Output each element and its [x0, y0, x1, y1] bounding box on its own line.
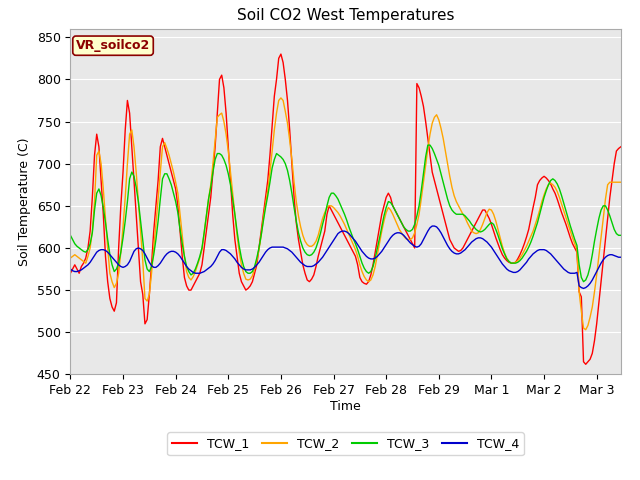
TCW_2	[454, 203, 462, 209]
TCW_4	[417, 241, 425, 247]
TCW_2	[67, 255, 74, 261]
TCW_2	[277, 95, 285, 101]
TCW_4	[505, 268, 513, 274]
TCW_1	[67, 270, 74, 276]
Legend: TCW_1, TCW_2, TCW_3, TCW_4: TCW_1, TCW_2, TCW_3, TCW_4	[167, 432, 524, 456]
TCW_1	[617, 144, 625, 150]
TCW_2	[77, 257, 85, 263]
TCW_4	[608, 252, 616, 258]
TCW_4	[428, 223, 436, 229]
TCW_1	[608, 178, 616, 183]
TCW_3	[231, 211, 239, 217]
TCW_1	[454, 249, 462, 254]
TCW_3	[67, 232, 74, 238]
TCW_3	[580, 279, 588, 285]
Y-axis label: Soil Temperature (C): Soil Temperature (C)	[18, 137, 31, 266]
TCW_4	[580, 286, 588, 291]
TCW_3	[454, 211, 462, 217]
TCW_3	[424, 142, 431, 148]
TCW_3	[77, 247, 85, 252]
TCW_2	[505, 259, 513, 264]
TCW_4	[617, 254, 625, 260]
TCW_1	[505, 259, 513, 265]
Line: TCW_1: TCW_1	[70, 54, 621, 364]
TCW_4	[231, 256, 239, 262]
TCW_1	[77, 264, 85, 269]
TCW_1	[231, 237, 239, 242]
TCW_3	[608, 220, 616, 226]
X-axis label: Time: Time	[330, 400, 361, 413]
TCW_3	[617, 232, 625, 238]
TCW_3	[505, 259, 513, 264]
TCW_1	[420, 104, 428, 109]
TCW_2	[608, 180, 616, 185]
Text: VR_soilco2: VR_soilco2	[76, 39, 150, 52]
TCW_4	[77, 267, 85, 273]
TCW_2	[582, 327, 589, 333]
Line: TCW_3: TCW_3	[70, 145, 621, 282]
TCW_1	[582, 361, 589, 367]
TCW_4	[454, 251, 462, 257]
TCW_2	[617, 180, 625, 185]
TCW_1	[277, 51, 285, 57]
TCW_2	[420, 180, 428, 185]
Line: TCW_4: TCW_4	[70, 226, 621, 288]
TCW_4	[67, 266, 74, 272]
TCW_3	[417, 188, 425, 193]
TCW_2	[231, 211, 239, 217]
Title: Soil CO2 West Temperatures: Soil CO2 West Temperatures	[237, 9, 454, 24]
Line: TCW_2: TCW_2	[70, 98, 621, 330]
